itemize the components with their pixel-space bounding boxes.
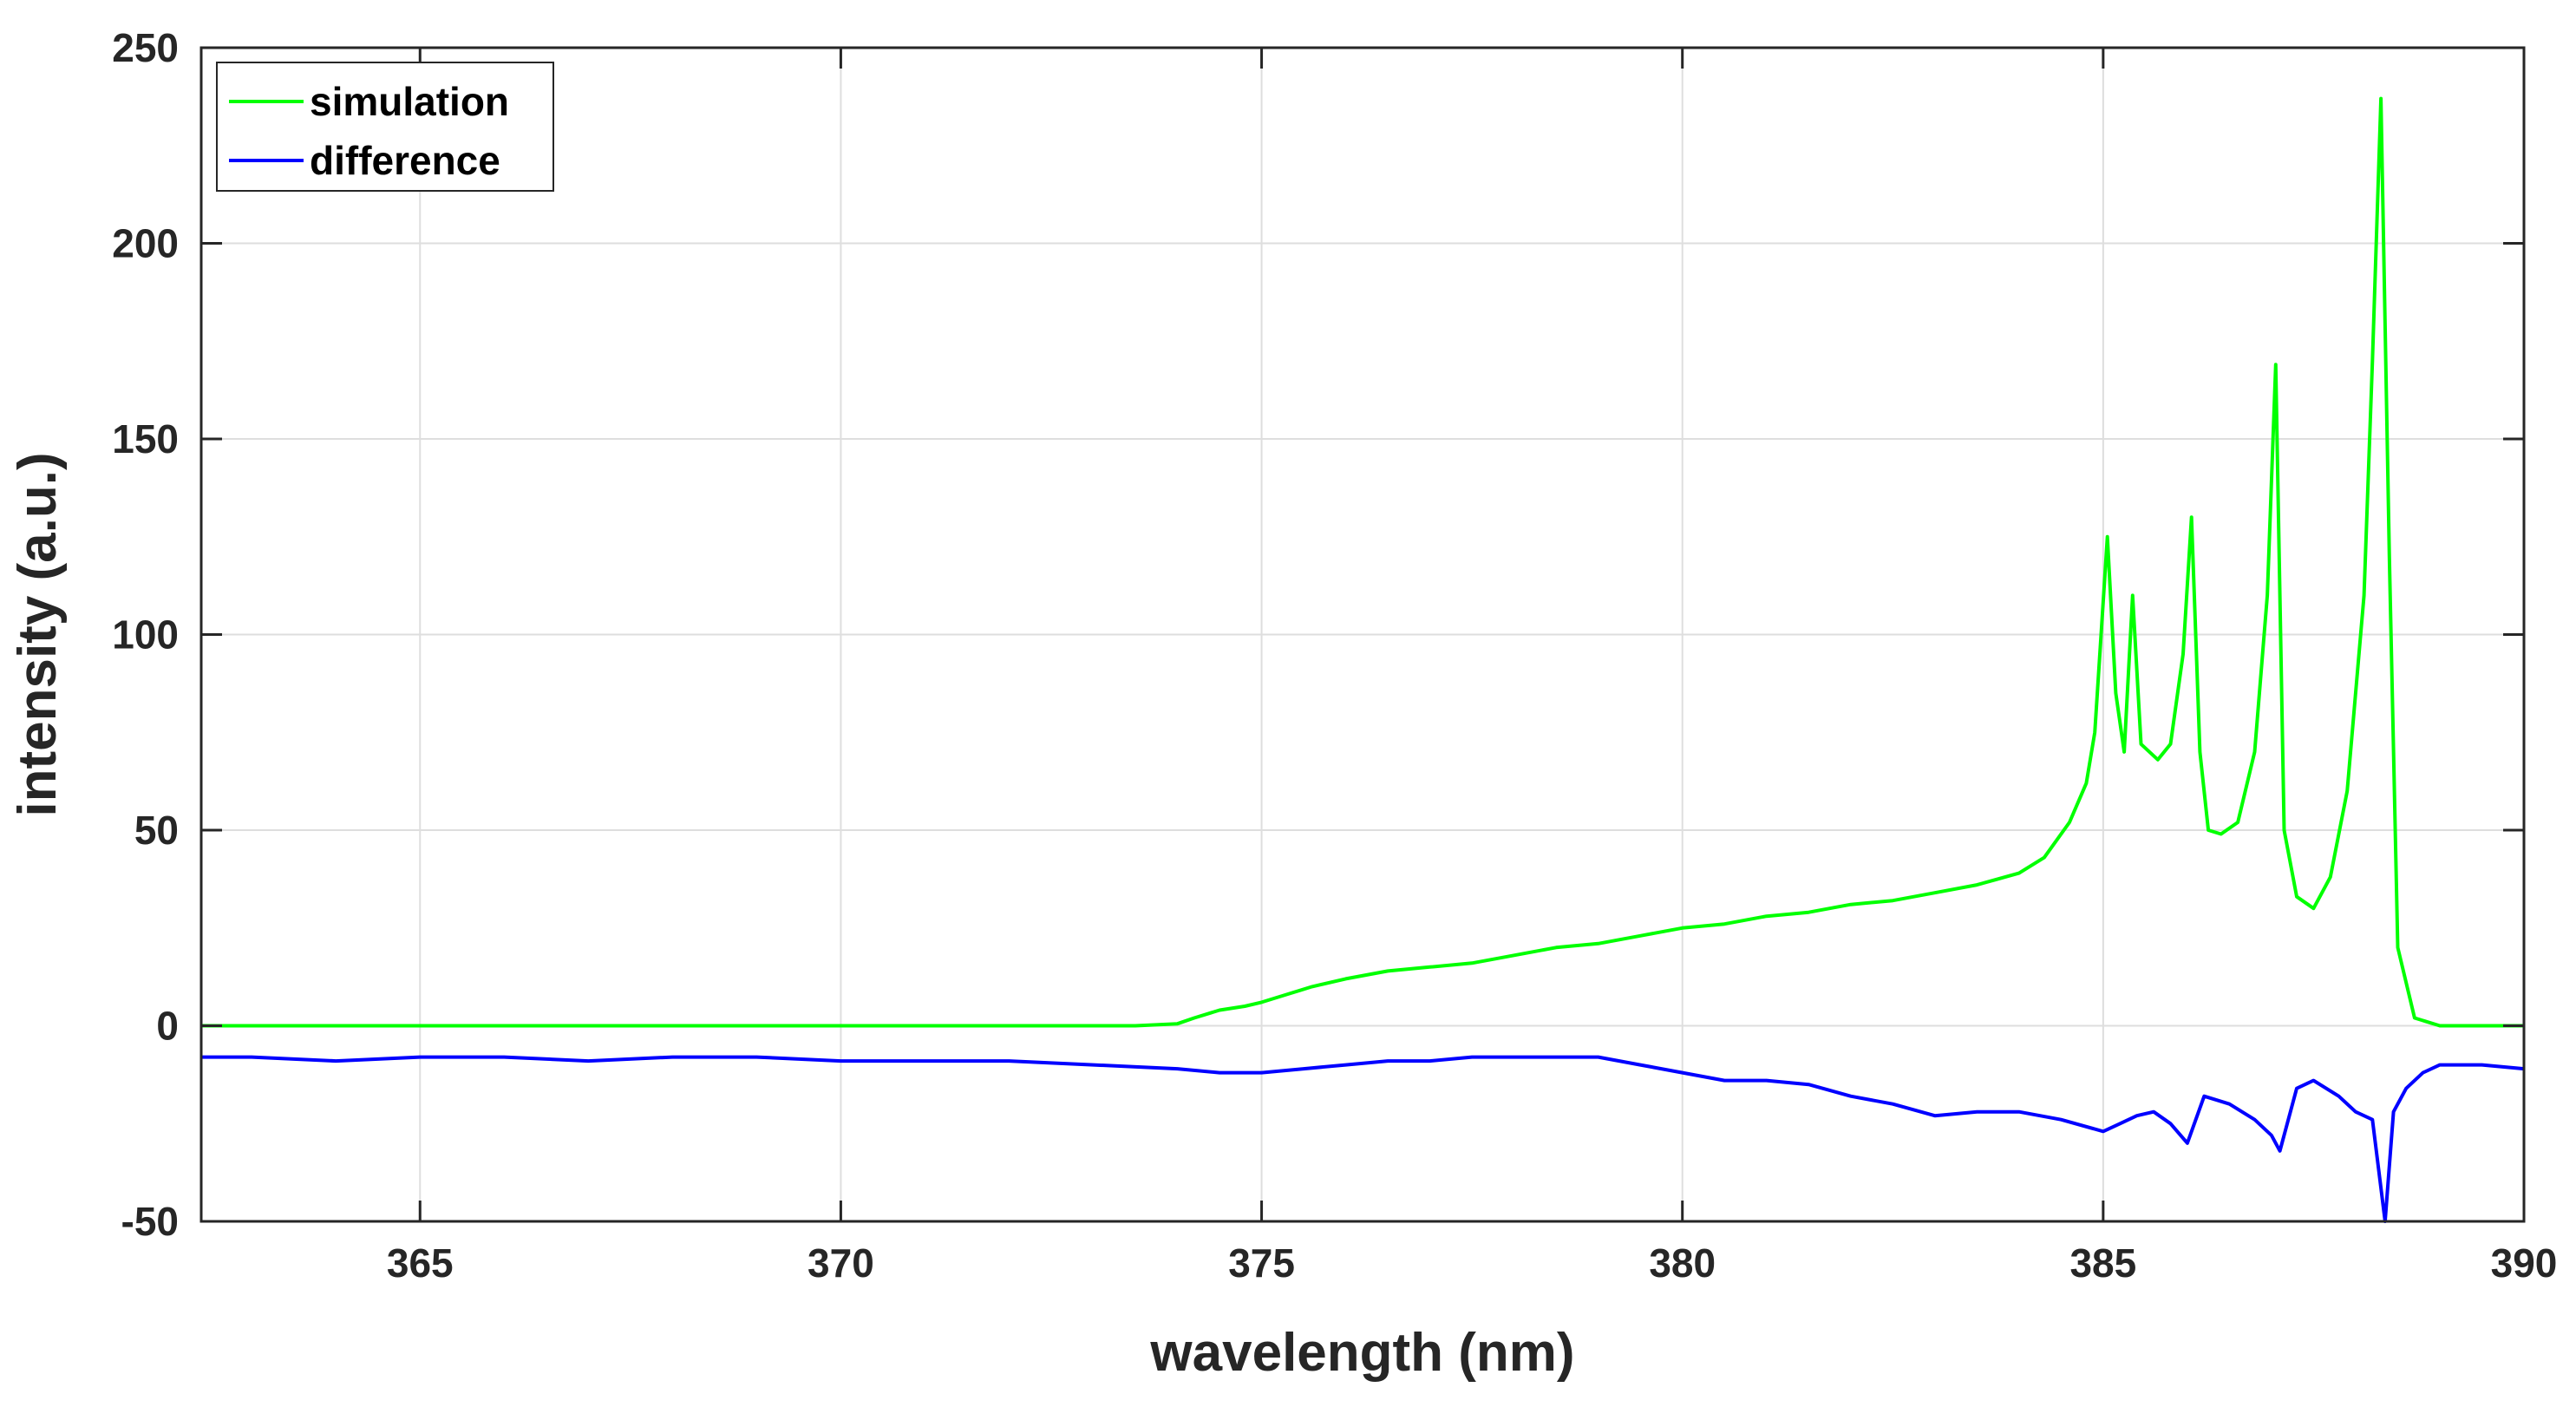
series-line-simulation xyxy=(201,96,2524,1028)
x-tick-label: 390 xyxy=(2491,1240,2558,1286)
y-tick-label: -50 xyxy=(121,1199,179,1244)
legend-label-difference: difference xyxy=(310,138,500,183)
x-tick-label: 375 xyxy=(1228,1240,1295,1286)
series-line-difference xyxy=(201,1055,2525,1223)
x-tick-label: 370 xyxy=(807,1240,874,1286)
plot-series xyxy=(201,96,2525,1223)
y-axis-title: intensity (a.u.) xyxy=(8,452,68,816)
x-axis-title: wavelength (nm) xyxy=(1149,1323,1574,1383)
legend: simulation difference xyxy=(216,62,554,192)
x-tick-label: 380 xyxy=(1649,1240,1716,1286)
axis-tick-labels: 365 370 375 380 385 390 -50 0 50 100 150 200 250 xyxy=(112,25,2557,1286)
x-tick-label: 365 xyxy=(387,1240,454,1286)
y-tick-label: 150 xyxy=(112,416,179,461)
y-tick-label: 100 xyxy=(112,612,179,658)
x-tick-label: 385 xyxy=(2069,1240,2136,1286)
legend-box xyxy=(216,62,554,192)
legend-label-simulation: simulation xyxy=(310,79,509,124)
axis-ticks xyxy=(201,46,2526,1223)
y-tick-label: 200 xyxy=(112,221,179,266)
y-tick-label: 250 xyxy=(112,25,179,70)
y-tick-label: 0 xyxy=(156,1004,179,1049)
y-tick-label: 50 xyxy=(134,808,179,853)
